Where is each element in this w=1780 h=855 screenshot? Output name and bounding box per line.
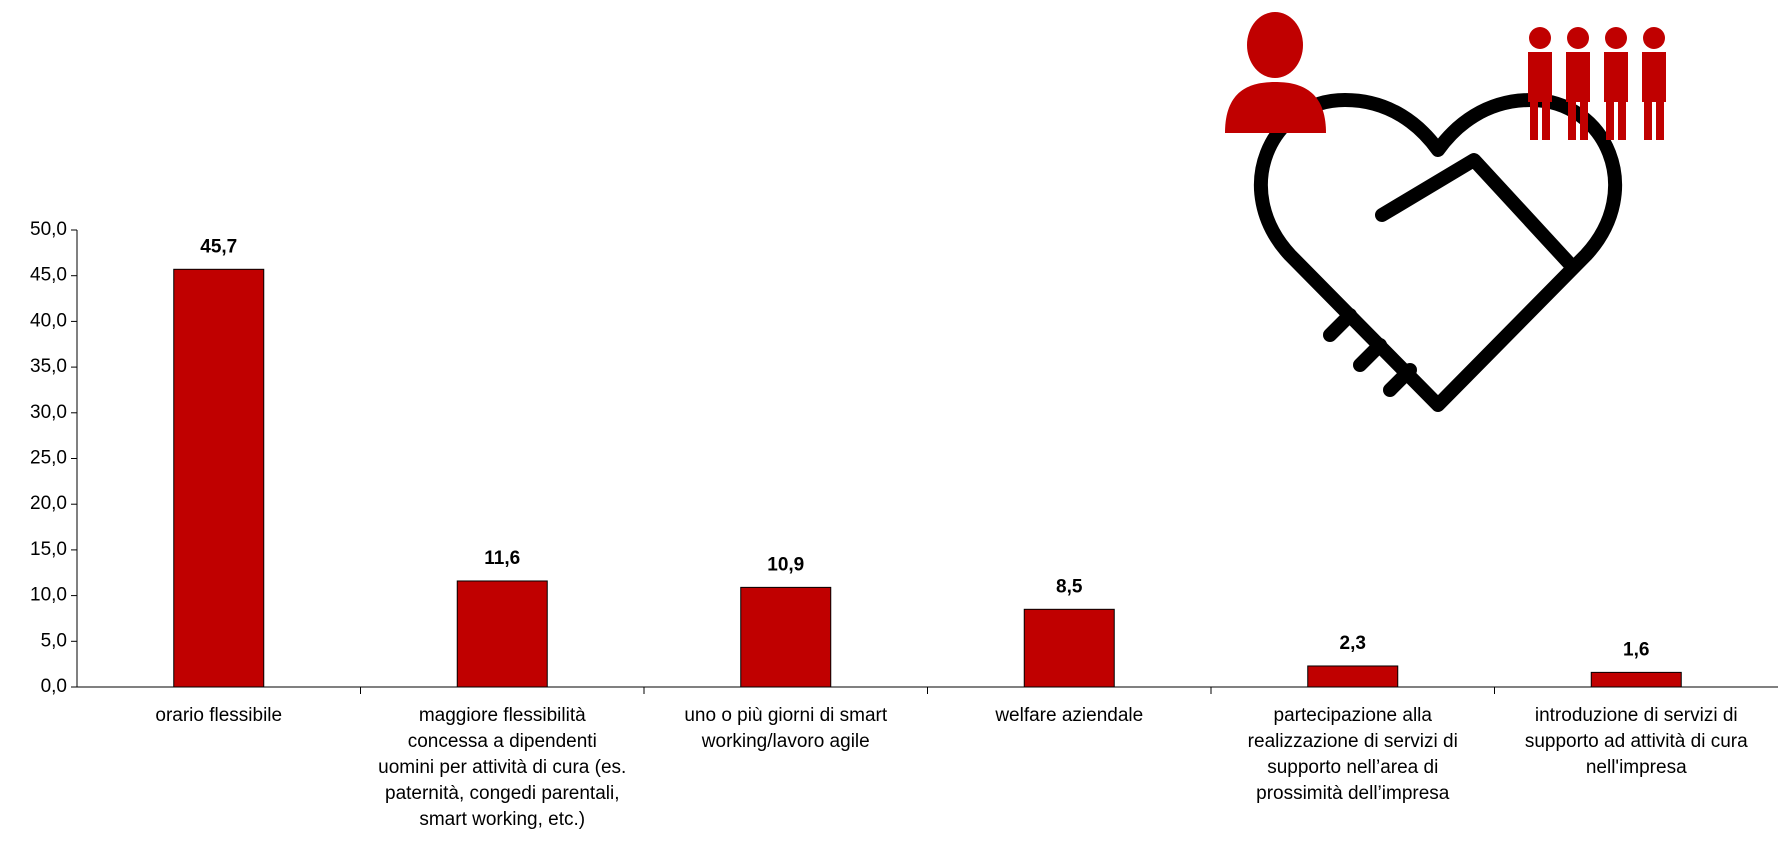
bar xyxy=(173,268,265,688)
value-label: 1,6 xyxy=(1623,639,1649,660)
x-tick-label: partecipazione alla realizzazione di ser… xyxy=(1247,705,1458,804)
x-tick-label: introduzione di servizi di supporto ad a… xyxy=(1524,705,1748,778)
y-tick-label: 20,0 xyxy=(30,493,67,514)
bar xyxy=(1590,671,1682,688)
y-tick-label: 40,0 xyxy=(30,310,67,331)
y-tick-label: 30,0 xyxy=(30,402,67,423)
icon-heart-handshake xyxy=(1253,93,1623,412)
y-tick-label: 35,0 xyxy=(30,356,67,377)
y-tick-label: 0,0 xyxy=(41,676,67,697)
x-tick-label: maggiore flessibilità concessa a dipende… xyxy=(378,705,627,830)
bar xyxy=(740,586,832,688)
y-tick-label: 45,0 xyxy=(30,265,67,286)
x-tick-label: welfare aziendale xyxy=(995,705,1144,726)
bar xyxy=(456,580,548,688)
y-tick-label: 5,0 xyxy=(41,630,67,651)
value-label: 10,9 xyxy=(767,554,804,575)
value-label: 45,7 xyxy=(200,236,237,257)
y-tick-label: 10,0 xyxy=(30,585,67,606)
value-label: 11,6 xyxy=(484,548,520,569)
y-tick-label: 50,0 xyxy=(30,219,67,240)
x-tick-label: uno o più giorni di smart working/lavoro… xyxy=(684,705,888,752)
y-tick-label: 15,0 xyxy=(30,539,67,560)
icon-woman xyxy=(1225,12,1326,133)
icon-people xyxy=(1528,27,1666,140)
y-tick-label: 25,0 xyxy=(30,448,67,469)
x-tick-label: orario flessibile xyxy=(155,705,283,726)
bar xyxy=(1307,665,1399,688)
bar xyxy=(1023,608,1115,688)
value-label: 8,5 xyxy=(1056,576,1083,597)
value-label: 2,3 xyxy=(1340,633,1366,654)
